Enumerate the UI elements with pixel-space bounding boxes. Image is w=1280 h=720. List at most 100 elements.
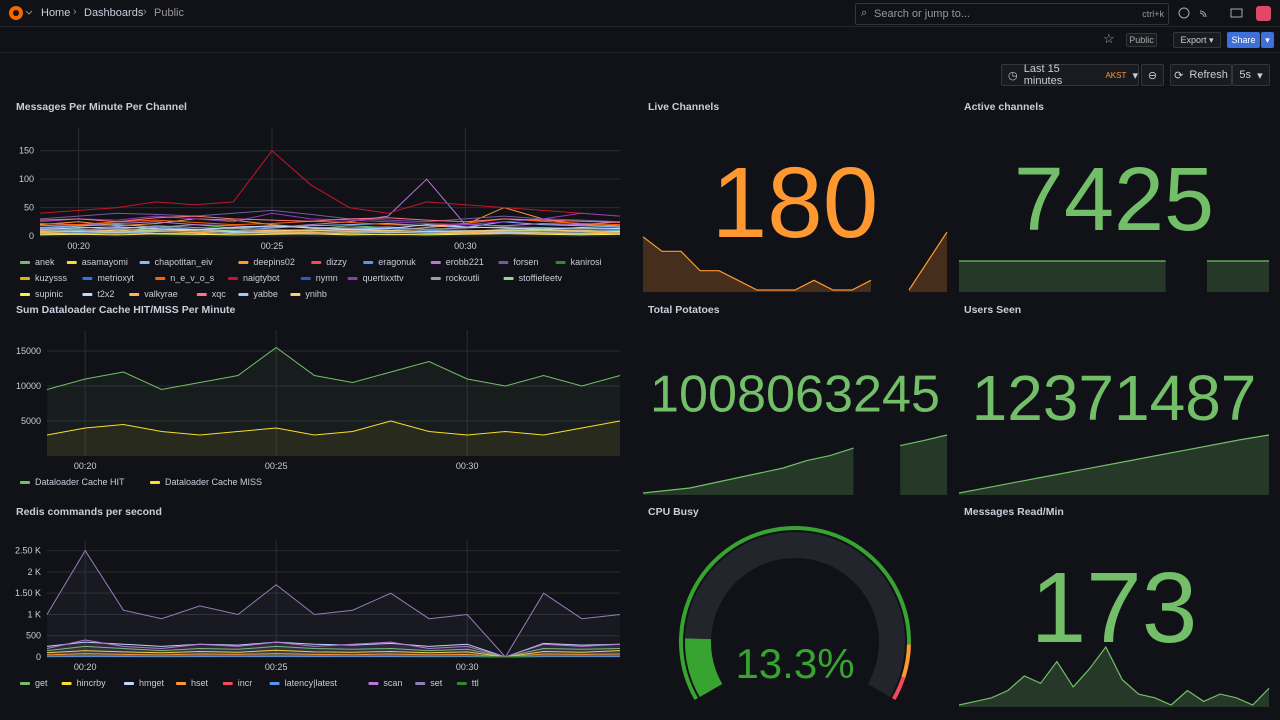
zoom-out[interactable]: ⊖ bbox=[1141, 64, 1164, 86]
legend-swatch bbox=[20, 277, 30, 280]
series-line bbox=[39, 232, 621, 236]
series-line bbox=[39, 224, 621, 231]
sparkline-area bbox=[643, 448, 854, 495]
refresh-button[interactable]: ⟳ Refresh bbox=[1170, 64, 1232, 86]
header-icons[interactable] bbox=[1176, 5, 1276, 23]
star[interactable]: ☆ bbox=[1103, 31, 1115, 46]
legend-label: hincrby bbox=[77, 678, 107, 688]
area bbox=[47, 550, 620, 657]
refresh-interval[interactable]: 5s ▾ bbox=[1232, 64, 1270, 86]
legend-swatch bbox=[228, 277, 238, 280]
x-tick-label: 00:20 bbox=[74, 461, 97, 471]
legend-swatch bbox=[430, 261, 441, 264]
breadcrumb[interactable]: Dashboards bbox=[84, 7, 144, 19]
x-tick-label: 00:20 bbox=[74, 662, 97, 672]
series-line bbox=[46, 420, 621, 436]
separator: › bbox=[73, 6, 77, 18]
share-menu[interactable]: ▾ bbox=[1261, 32, 1274, 48]
export-button[interactable]: Export ▾ bbox=[1173, 32, 1221, 48]
legend-swatch bbox=[20, 682, 30, 685]
panel-title: CPU Busy bbox=[648, 506, 699, 518]
x-tick-label: 00:30 bbox=[454, 241, 477, 251]
legend-label: forsen bbox=[513, 257, 538, 267]
breadcrumb: Public bbox=[154, 7, 184, 19]
legend-swatch bbox=[238, 293, 249, 296]
area bbox=[47, 646, 620, 657]
sparkline-area bbox=[900, 435, 947, 495]
area bbox=[47, 655, 620, 657]
x-tick-label: 00:25 bbox=[265, 662, 288, 672]
series-line bbox=[39, 218, 621, 227]
legend-swatch bbox=[347, 277, 358, 280]
y-tick-label: 2 K bbox=[27, 567, 41, 577]
x-tick-label: 00:25 bbox=[265, 461, 288, 471]
time-range: Last 15 minutes bbox=[1023, 63, 1063, 87]
legend-label: stoffiefeetv bbox=[519, 273, 563, 283]
time-picker[interactable]: ◷ Last 15 minutes AKST ▾ bbox=[1001, 63, 1139, 87]
legend-label: quertixxttv bbox=[363, 273, 405, 283]
y-tick-label: 5000 bbox=[21, 416, 41, 426]
x-tick-label: 00:30 bbox=[456, 461, 479, 471]
area bbox=[47, 640, 620, 657]
legend-label: chapotitan_eiv bbox=[155, 257, 214, 267]
series-line bbox=[39, 230, 621, 234]
legend-swatch bbox=[555, 261, 566, 264]
y-tick-label: 0 bbox=[29, 231, 34, 241]
y-tick-label: 50 bbox=[24, 203, 34, 213]
sparkline bbox=[642, 236, 872, 291]
legend-swatch bbox=[20, 293, 30, 296]
y-tick-label: 2.50 K bbox=[15, 546, 41, 556]
legend-label: supinic bbox=[35, 289, 64, 299]
series-line bbox=[39, 212, 621, 226]
search-box[interactable]: ⌕ Search or jump to... ctrl+k bbox=[855, 3, 1169, 25]
threshold-arc bbox=[901, 644, 911, 678]
legend-swatch bbox=[300, 277, 311, 280]
stat-value: 180 bbox=[712, 147, 879, 259]
series-line bbox=[39, 228, 621, 234]
area bbox=[47, 655, 620, 657]
area bbox=[47, 656, 620, 657]
legend-label: Dataloader Cache HIT bbox=[35, 477, 125, 487]
breadcrumb[interactable]: Home bbox=[41, 7, 71, 19]
y-tick-label: 15000 bbox=[16, 346, 41, 356]
separator: › bbox=[143, 6, 147, 18]
legend-swatch bbox=[176, 682, 186, 685]
threshold-arc bbox=[891, 676, 906, 700]
series-line bbox=[46, 346, 621, 391]
area bbox=[47, 653, 620, 657]
sparkline bbox=[900, 434, 948, 447]
series-line bbox=[39, 221, 621, 231]
series-line bbox=[39, 209, 621, 223]
x-tick-label: 00:30 bbox=[456, 662, 479, 672]
series-line bbox=[46, 653, 621, 658]
legend-label: scan bbox=[383, 678, 402, 688]
share-button[interactable]: Share bbox=[1227, 32, 1260, 48]
logo[interactable] bbox=[8, 5, 32, 21]
top-bar: Home › Dashboards › Public ⌕ Search or j… bbox=[0, 0, 1280, 27]
series-line bbox=[46, 639, 621, 658]
legend-label: valkyrae bbox=[144, 289, 178, 299]
gauge-track bbox=[685, 532, 905, 697]
series-line bbox=[46, 654, 621, 658]
legend-swatch bbox=[368, 682, 379, 685]
legend-label: ynihb bbox=[305, 289, 327, 299]
y-tick-label: 0 bbox=[36, 652, 41, 662]
legend-label: hset bbox=[191, 678, 209, 688]
legend-swatch bbox=[196, 293, 207, 296]
legend-label: latency|latest bbox=[285, 678, 338, 688]
series-line bbox=[46, 649, 621, 658]
panel-title: Messages Read/Min bbox=[964, 506, 1064, 518]
y-tick-label: 1.50 K bbox=[15, 588, 41, 598]
sparkline-area bbox=[959, 261, 1166, 292]
series-line bbox=[39, 178, 621, 229]
threshold-arc bbox=[679, 526, 911, 700]
series-line bbox=[46, 655, 620, 658]
legend-swatch bbox=[498, 261, 509, 264]
panel-title: Redis commands per second bbox=[16, 506, 162, 518]
panel-title: Active channels bbox=[964, 101, 1044, 113]
series-line bbox=[39, 215, 621, 223]
series-line bbox=[39, 225, 621, 230]
legend-swatch bbox=[66, 261, 77, 264]
legend-label: kanirosi bbox=[571, 257, 602, 267]
gauge-value bbox=[685, 638, 723, 697]
